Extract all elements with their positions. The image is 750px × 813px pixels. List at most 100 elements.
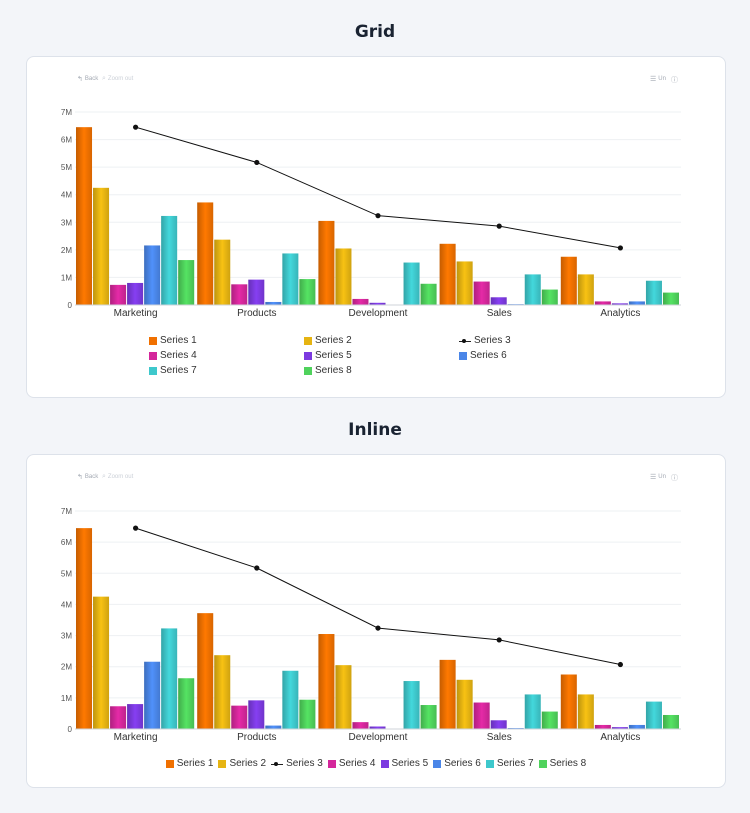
legend-item-series-1[interactable]: Series 1 bbox=[149, 335, 197, 346]
zoom-out-button[interactable]: ⌕ Zoom out bbox=[102, 75, 133, 83]
y-tick-label: 7M bbox=[61, 507, 72, 516]
bar-series-5 bbox=[369, 726, 386, 729]
legend-line-marker bbox=[459, 337, 471, 345]
y-tick-label: 1M bbox=[61, 694, 72, 703]
legend-swatch bbox=[218, 759, 227, 768]
bar-series-7 bbox=[282, 253, 299, 305]
legend-swatch bbox=[165, 759, 174, 768]
y-tick-label: 5M bbox=[61, 163, 72, 172]
zoom-out-button[interactable]: ⌕ Zoom out bbox=[102, 473, 133, 481]
legend-item-series-3[interactable]: Series 3 bbox=[271, 758, 323, 769]
bar-series-5 bbox=[611, 303, 628, 305]
info-icon: ⓘ bbox=[671, 77, 678, 84]
legend-swatch bbox=[149, 336, 157, 345]
info-icon: ⓘ bbox=[671, 475, 678, 482]
bar-series-6 bbox=[628, 301, 645, 305]
bar-series-6 bbox=[144, 661, 161, 729]
bar-series-1 bbox=[318, 634, 335, 729]
bar-series-4 bbox=[110, 706, 127, 729]
bar-series-4 bbox=[231, 705, 248, 729]
bar-series-8 bbox=[178, 678, 195, 729]
x-tick-label: Sales bbox=[487, 308, 512, 319]
legend-item-series-4[interactable]: Series 4 bbox=[327, 758, 376, 769]
menu-icon: ☰ bbox=[650, 76, 657, 83]
section-title-inline: Inline bbox=[348, 420, 402, 440]
bar-series-8 bbox=[541, 289, 558, 305]
legend-label: Series 6 bbox=[470, 350, 507, 361]
info-button[interactable]: ⓘ bbox=[671, 75, 678, 85]
bar-series-2 bbox=[456, 261, 473, 305]
zoom-out-label: Zoom out bbox=[107, 76, 134, 82]
menu-button[interactable]: ☰ Un bbox=[650, 473, 666, 481]
legend-item-series-7[interactable]: Series 7 bbox=[485, 758, 534, 769]
line-point bbox=[496, 223, 502, 229]
bar-series-2 bbox=[93, 187, 110, 305]
bar-series-4 bbox=[473, 281, 490, 305]
line-point bbox=[375, 213, 381, 219]
legend-line-marker bbox=[271, 760, 284, 768]
menu-icon: ☰ bbox=[650, 474, 657, 481]
bar-chart-grid: 0 1M 2M 3M 4M 5M 6M 7M Marketing Products Developm… bbox=[61, 108, 681, 319]
legend-swatch bbox=[149, 366, 157, 375]
y-tick-label: 6M bbox=[61, 136, 72, 145]
line-point bbox=[133, 525, 139, 531]
bar-series-8 bbox=[420, 705, 437, 729]
bar-series-2 bbox=[335, 665, 352, 729]
legend-item-series-4[interactable]: Series 4 bbox=[149, 350, 197, 361]
legend-item-series-7[interactable]: Series 7 bbox=[149, 365, 197, 376]
legend-swatch bbox=[538, 759, 547, 768]
bar-series-1 bbox=[560, 256, 577, 305]
legend-item-series-2[interactable]: Series 2 bbox=[218, 758, 266, 769]
legend-item-series-2[interactable]: Series 2 bbox=[304, 335, 352, 346]
legend-item-series-8[interactable]: Series 8 bbox=[304, 365, 352, 376]
menu-button[interactable]: ☰ Un bbox=[650, 75, 666, 83]
x-tick-label: Marketing bbox=[114, 732, 158, 743]
legend-swatch bbox=[304, 336, 312, 345]
bar-series-2 bbox=[456, 679, 473, 729]
y-tick-label: 4M bbox=[61, 191, 72, 200]
chart-toolbar: ↰ Back ⌕ Zoom out ☰ Un ⓘ bbox=[27, 473, 725, 485]
legend-item-series-6[interactable]: Series 6 bbox=[433, 758, 481, 769]
x-tick-label: Sales bbox=[487, 732, 512, 743]
legend-item-series-5[interactable]: Series 5 bbox=[304, 350, 352, 361]
back-button[interactable]: ↰ Back bbox=[77, 473, 98, 481]
legend-label: Series 3 bbox=[286, 758, 323, 769]
bar-series-2 bbox=[335, 248, 352, 305]
y-tick-label: 7M bbox=[61, 108, 72, 117]
back-label: Back bbox=[84, 76, 99, 82]
bar-series-8 bbox=[662, 292, 679, 305]
back-button[interactable]: ↰ Back bbox=[77, 75, 98, 83]
line-point bbox=[254, 159, 260, 166]
bar-series-7 bbox=[645, 280, 662, 305]
bar-series-2 bbox=[93, 596, 110, 729]
bar-series-6 bbox=[265, 301, 282, 305]
legend-item-series-8[interactable]: Series 8 bbox=[538, 758, 587, 769]
info-button[interactable]: ⓘ bbox=[671, 473, 678, 483]
legend-swatch bbox=[304, 366, 312, 375]
legend-item-series-6[interactable]: Series 6 bbox=[459, 350, 507, 361]
x-tick-label: Marketing bbox=[114, 308, 158, 319]
y-tick-label: 1M bbox=[61, 273, 72, 282]
bar-series-7 bbox=[403, 681, 420, 729]
legend-swatch bbox=[304, 351, 312, 360]
legend-item-series-3[interactable]: Series 3 bbox=[459, 335, 511, 346]
line-point bbox=[617, 245, 624, 251]
legend-grid: Series 1 Series 2 Series 3 Series 4 Series 5… bbox=[27, 335, 725, 385]
magnifier-icon: ⌕ bbox=[102, 75, 106, 82]
bar-series-2 bbox=[577, 694, 594, 729]
legend-label: Series 6 bbox=[444, 758, 481, 769]
bar-series-4 bbox=[473, 702, 490, 729]
legend-label: Series 4 bbox=[338, 758, 376, 769]
legend-label: Series 5 bbox=[391, 758, 429, 769]
legend-item-series-1[interactable]: Series 1 bbox=[165, 758, 213, 769]
y-tick-label: 4M bbox=[61, 600, 72, 609]
legend-label: Series 8 bbox=[549, 758, 587, 769]
legend-swatch bbox=[433, 759, 442, 768]
back-label: Back bbox=[84, 474, 99, 480]
bar-series-1 bbox=[439, 659, 456, 729]
legend-item-series-5[interactable]: Series 5 bbox=[380, 758, 429, 769]
bar-series-5 bbox=[611, 727, 628, 729]
back-arrow-icon: ↰ bbox=[77, 474, 83, 481]
y-tick-label: 3M bbox=[61, 218, 72, 227]
bar-series-6 bbox=[265, 725, 282, 729]
